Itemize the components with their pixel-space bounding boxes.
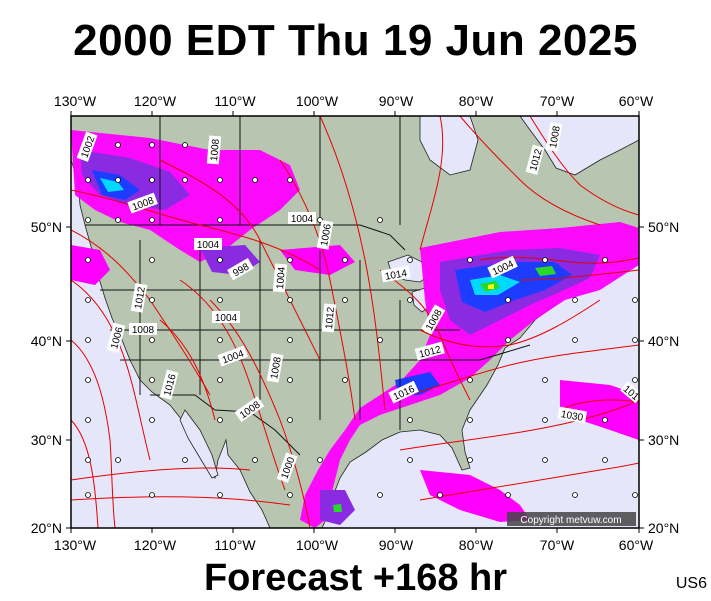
map-frame [70, 115, 640, 529]
isobar-label: 1008 [548, 125, 563, 149]
isobar-label: 1012 [324, 306, 337, 330]
lat-label: 20°N [648, 520, 679, 536]
hudson-bay [419, 116, 479, 176]
isobar-label: 1008 [269, 356, 284, 380]
lat-label: 30°N [31, 432, 62, 448]
axis-ticks [66, 111, 644, 533]
lon-label: 130°W [54, 93, 97, 109]
isobar-label: 1004 [275, 266, 288, 290]
isobar-label: 1014 [384, 268, 408, 283]
lon-label: 80°W [459, 537, 494, 553]
lon-label: 100°W [296, 93, 339, 109]
wind-barb-stations [85, 142, 638, 498]
copyright-badge: Copyright metvuw.com [507, 512, 636, 526]
lon-label: 120°W [134, 537, 177, 553]
map-area: 1002 1008 1008 1004 1004 998 1006 1004 1… [71, 116, 639, 528]
lon-label: 130°W [54, 537, 97, 553]
lon-label: 110°W [214, 537, 256, 553]
lon-label: 70°W [540, 537, 575, 553]
lon-label: 70°W [540, 93, 575, 109]
political-borders [85, 116, 531, 456]
isobar-label: 1012 [133, 286, 148, 310]
lat-label: 50°N [648, 219, 679, 235]
isobar-label: 1004 [291, 214, 314, 225]
isobar-lines [71, 116, 639, 528]
isobar-label: 1004 [215, 313, 238, 324]
lat-label: 50°N [31, 219, 62, 235]
lon-label: 100°W [296, 537, 339, 553]
isobar-label: 1030 [560, 409, 584, 424]
isobar-label: 1004 [197, 240, 220, 251]
gulf-of-california [179, 409, 219, 479]
map-title: 2000 EDT Thu 19 Jun 2025 [73, 16, 638, 65]
lat-label: 30°N [648, 432, 679, 448]
lon-label: 110°W [214, 93, 256, 109]
isobar-label: 1006 [319, 223, 334, 247]
copyright-text: Copyright metvuw.com [520, 515, 621, 526]
lon-label: 90°W [379, 93, 414, 109]
latitude-labels-left: 50°N 40°N 30°N 20°N [31, 219, 62, 536]
lat-label: 40°N [31, 333, 62, 349]
lon-label: 60°W [619, 93, 654, 109]
lon-label: 90°W [379, 537, 414, 553]
latitude-labels-right: 50°N 40°N 30°N 20°N [648, 219, 679, 536]
lon-label: 120°W [134, 93, 177, 109]
longitude-labels-bottom: 130°W 120°W 110°W 100°W 90°W 80°W 70°W 6… [54, 537, 654, 553]
isobar-label: 1008 [132, 325, 155, 336]
lat-label: 40°N [648, 333, 679, 349]
region-code: US6 [675, 575, 707, 592]
isobar-label: 1008 [209, 138, 222, 162]
longitude-labels-top: 130°W 120°W 110°W 100°W 90°W 80°W 70°W 6… [54, 93, 654, 109]
precipitation-shading [71, 130, 639, 528]
forecast-label: Forecast +168 hr [203, 557, 508, 599]
lon-label: 60°W [619, 537, 654, 553]
lat-label: 20°N [31, 520, 62, 536]
lon-label: 80°W [459, 93, 494, 109]
